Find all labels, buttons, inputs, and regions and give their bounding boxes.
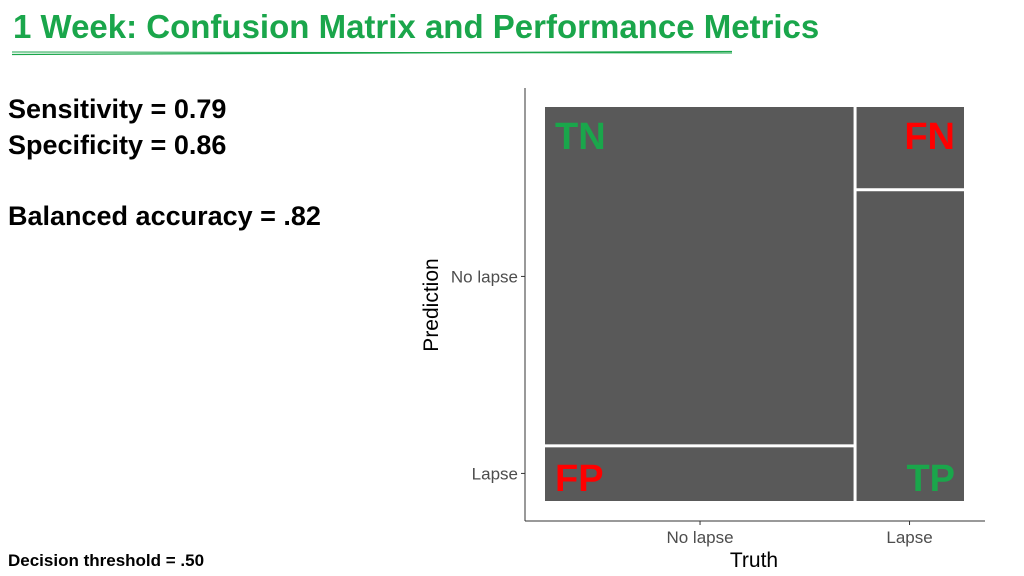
cell-label-tn: TN — [555, 116, 606, 158]
cell-label-fn: FN — [904, 116, 955, 158]
x-tick-label-no-lapse: No lapse — [666, 528, 733, 547]
specificity-metric: Specificity = 0.86 — [8, 130, 227, 160]
tile-fn — [856, 107, 964, 189]
y-axis-title: Prediction — [420, 258, 443, 351]
sensitivity-metric: Sensitivity = 0.79 — [8, 94, 227, 124]
tile-tp — [856, 191, 964, 502]
balanced-accuracy-metric: Balanced accuracy = .82 — [8, 201, 321, 231]
x-tick-label-lapse: Lapse — [886, 528, 932, 547]
x-axis-title: Truth — [730, 549, 778, 572]
decision-threshold: Decision threshold = .50 — [8, 551, 205, 570]
y-tick-label-no-lapse: No lapse — [451, 267, 518, 286]
title-underline — [12, 50, 732, 56]
cell-label-fp: FP — [555, 458, 604, 500]
slide-title: 1 Week: Confusion Matrix and Performance… — [13, 8, 820, 45]
tile-tn — [545, 107, 854, 445]
y-tick-label-lapse: Lapse — [472, 464, 518, 483]
tile-fp — [545, 447, 854, 501]
cell-label-tp: TP — [906, 458, 955, 500]
